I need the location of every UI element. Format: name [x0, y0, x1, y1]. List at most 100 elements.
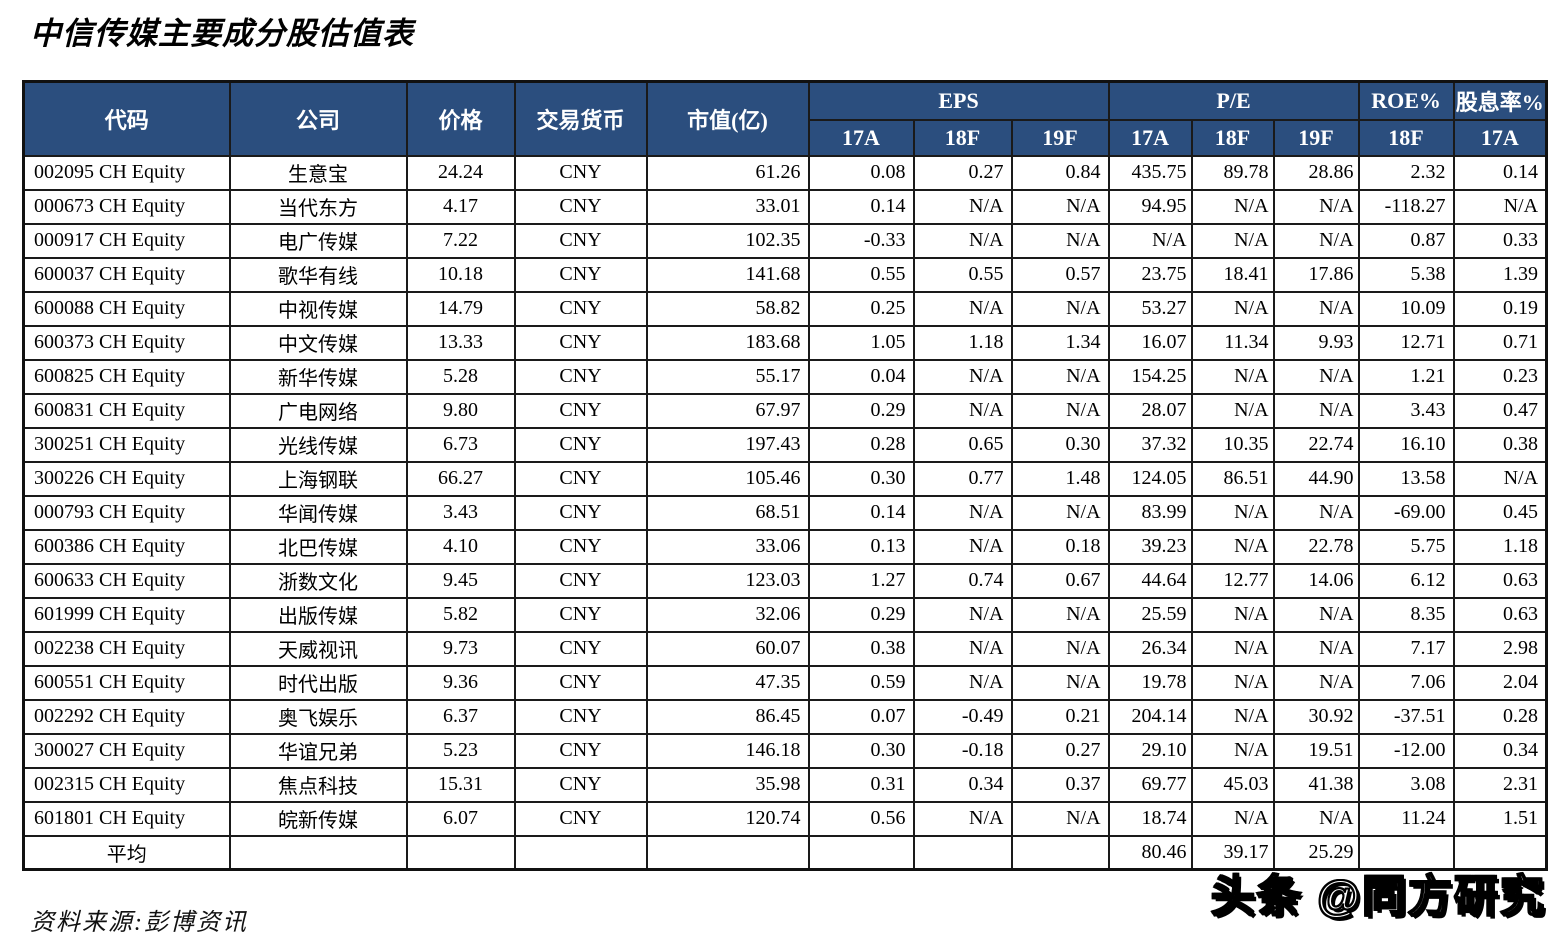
- table-row: 600551 CH Equity 时代出版 9.36 CNY 47.35 0.59 N/A N…: [22, 664, 1548, 701]
- dividend-yield-17a-cell: 0.34: [1452, 732, 1548, 769]
- price-cell: 15.31: [405, 766, 516, 803]
- table-row: 600831 CH Equity 广电网络 9.80 CNY 67.97 0.29 N/A N…: [22, 392, 1548, 429]
- market-cap-cell: 55.17: [645, 358, 810, 395]
- price-cell: 6.07: [405, 800, 516, 837]
- eps-18f-cell: 0.27: [912, 154, 1013, 191]
- dividend-yield-17a-cell: 1.18: [1452, 528, 1548, 565]
- price-cell: 5.23: [405, 732, 516, 769]
- pe-19f-cell: 17.86: [1272, 256, 1360, 293]
- table-row: 600633 CH Equity 浙数文化 9.45 CNY 123.03 1.27 0.7…: [22, 562, 1548, 599]
- header-eps-18f: 18F: [912, 118, 1013, 157]
- eps-18f-cell: N/A: [912, 664, 1013, 701]
- company-name-cell: 焦点科技: [228, 766, 408, 803]
- company-name-cell: 电广传媒: [228, 222, 408, 259]
- dividend-yield-17a-cell: 0.14: [1452, 154, 1548, 191]
- market-cap-cell: 32.06: [645, 596, 810, 633]
- company-name-cell: 时代出版: [228, 664, 408, 701]
- currency-cell: CNY: [513, 766, 648, 803]
- pe-19f-cell: 25.29: [1272, 834, 1360, 871]
- currency-cell: CNY: [513, 188, 648, 225]
- price-cell: 14.79: [405, 290, 516, 327]
- eps-18f-cell: N/A: [912, 358, 1013, 395]
- eps-18f-cell: N/A: [912, 222, 1013, 259]
- price-cell: 9.80: [405, 392, 516, 429]
- header-company: 公司: [228, 80, 408, 157]
- pe-18f-cell: 39.17: [1190, 834, 1275, 871]
- company-name-cell: 奥飞娱乐: [228, 698, 408, 735]
- eps-18f-cell: N/A: [912, 800, 1013, 837]
- pe-18f-cell: N/A: [1190, 494, 1275, 531]
- roe-18f-cell: [1357, 834, 1455, 871]
- pe-18f-cell: N/A: [1190, 290, 1275, 327]
- table-row: 300251 CH Equity 光线传媒 6.73 CNY 197.43 0.28 0.6…: [22, 426, 1548, 463]
- pe-17a-cell: 37.32: [1107, 426, 1193, 463]
- currency-cell: CNY: [513, 562, 648, 599]
- stock-code-cell: 600037 CH Equity: [22, 256, 231, 293]
- price-cell: 6.37: [405, 698, 516, 735]
- eps-19f-cell: N/A: [1010, 630, 1110, 667]
- company-name-cell: 上海钢联: [228, 460, 408, 497]
- table-row: 600373 CH Equity 中文传媒 13.33 CNY 183.68 1.05 1.…: [22, 324, 1548, 361]
- eps-19f-cell: N/A: [1010, 358, 1110, 395]
- eps-17a-cell: 0.04: [807, 358, 915, 395]
- pe-17a-cell: 124.05: [1107, 460, 1193, 497]
- dividend-yield-17a-cell: 1.39: [1452, 256, 1548, 293]
- dividend-yield-17a-cell: 0.23: [1452, 358, 1548, 395]
- watermark: 头条 @同方研究: [1210, 871, 1546, 922]
- stock-code-cell: 000917 CH Equity: [22, 222, 231, 259]
- roe-18f-cell: -118.27: [1357, 188, 1455, 225]
- currency-cell: CNY: [513, 256, 648, 293]
- roe-18f-cell: 5.38: [1357, 256, 1455, 293]
- pe-18f-cell: 89.78: [1190, 154, 1275, 191]
- pe-18f-cell: 18.41: [1190, 256, 1275, 293]
- company-name-cell: 中视传媒: [228, 290, 408, 327]
- stock-code-cell: 平均: [22, 834, 231, 871]
- company-name-cell: 当代东方: [228, 188, 408, 225]
- eps-18f-cell: N/A: [912, 596, 1013, 633]
- header-eps-19f: 19F: [1010, 118, 1110, 157]
- dividend-yield-17a-cell: 0.19: [1452, 290, 1548, 327]
- pe-19f-cell: 22.78: [1272, 528, 1360, 565]
- eps-19f-cell: N/A: [1010, 494, 1110, 531]
- table-row: 600088 CH Equity 中视传媒 14.79 CNY 58.82 0.25 N/A…: [22, 290, 1548, 327]
- currency-cell: CNY: [513, 596, 648, 633]
- pe-18f-cell: N/A: [1190, 698, 1275, 735]
- source-note: 资料来源:彭博资讯: [30, 910, 248, 936]
- pe-17a-cell: N/A: [1107, 222, 1193, 259]
- eps-17a-cell: [807, 834, 915, 871]
- roe-18f-cell: -69.00: [1357, 494, 1455, 531]
- pe-18f-cell: N/A: [1190, 222, 1275, 259]
- company-name-cell: 出版传媒: [228, 596, 408, 633]
- stock-code-cell: 002292 CH Equity: [22, 698, 231, 735]
- eps-17a-cell: 0.28: [807, 426, 915, 463]
- pe-18f-cell: 11.34: [1190, 324, 1275, 361]
- eps-17a-cell: 1.27: [807, 562, 915, 599]
- pe-19f-cell: N/A: [1272, 188, 1360, 225]
- market-cap-cell: 141.68: [645, 256, 810, 293]
- company-name-cell: 华闻传媒: [228, 494, 408, 531]
- currency-cell: CNY: [513, 460, 648, 497]
- pe-18f-cell: 45.03: [1190, 766, 1275, 803]
- pe-17a-cell: 154.25: [1107, 358, 1193, 395]
- eps-18f-cell: N/A: [912, 188, 1013, 225]
- currency-cell: CNY: [513, 732, 648, 769]
- dividend-yield-17a-cell: 0.63: [1452, 562, 1548, 599]
- eps-19f-cell: 1.34: [1010, 324, 1110, 361]
- header-group-row: 代码 公司 价格 交易货币 市值(亿) EPS P/E ROE% 股息率%: [22, 80, 1548, 157]
- table-row: 601999 CH Equity 出版传媒 5.82 CNY 32.06 0.29 N/A N…: [22, 596, 1548, 633]
- stock-code-cell: 600825 CH Equity: [22, 358, 231, 395]
- market-cap-cell: 86.45: [645, 698, 810, 735]
- roe-18f-cell: -12.00: [1357, 732, 1455, 769]
- market-cap-cell: 33.01: [645, 188, 810, 225]
- eps-17a-cell: 0.13: [807, 528, 915, 565]
- price-cell: 9.73: [405, 630, 516, 667]
- dividend-yield-17a-cell: N/A: [1452, 460, 1548, 497]
- market-cap-cell: 35.98: [645, 766, 810, 803]
- dividend-yield-17a-cell: [1452, 834, 1548, 871]
- market-cap-cell: 123.03: [645, 562, 810, 599]
- eps-18f-cell: 0.65: [912, 426, 1013, 463]
- header-roe-group: ROE%: [1357, 80, 1455, 121]
- average-row: 平均 80.46 39.17 25.29: [22, 834, 1548, 871]
- price-cell: 3.43: [405, 494, 516, 531]
- dividend-yield-17a-cell: 1.51: [1452, 800, 1548, 837]
